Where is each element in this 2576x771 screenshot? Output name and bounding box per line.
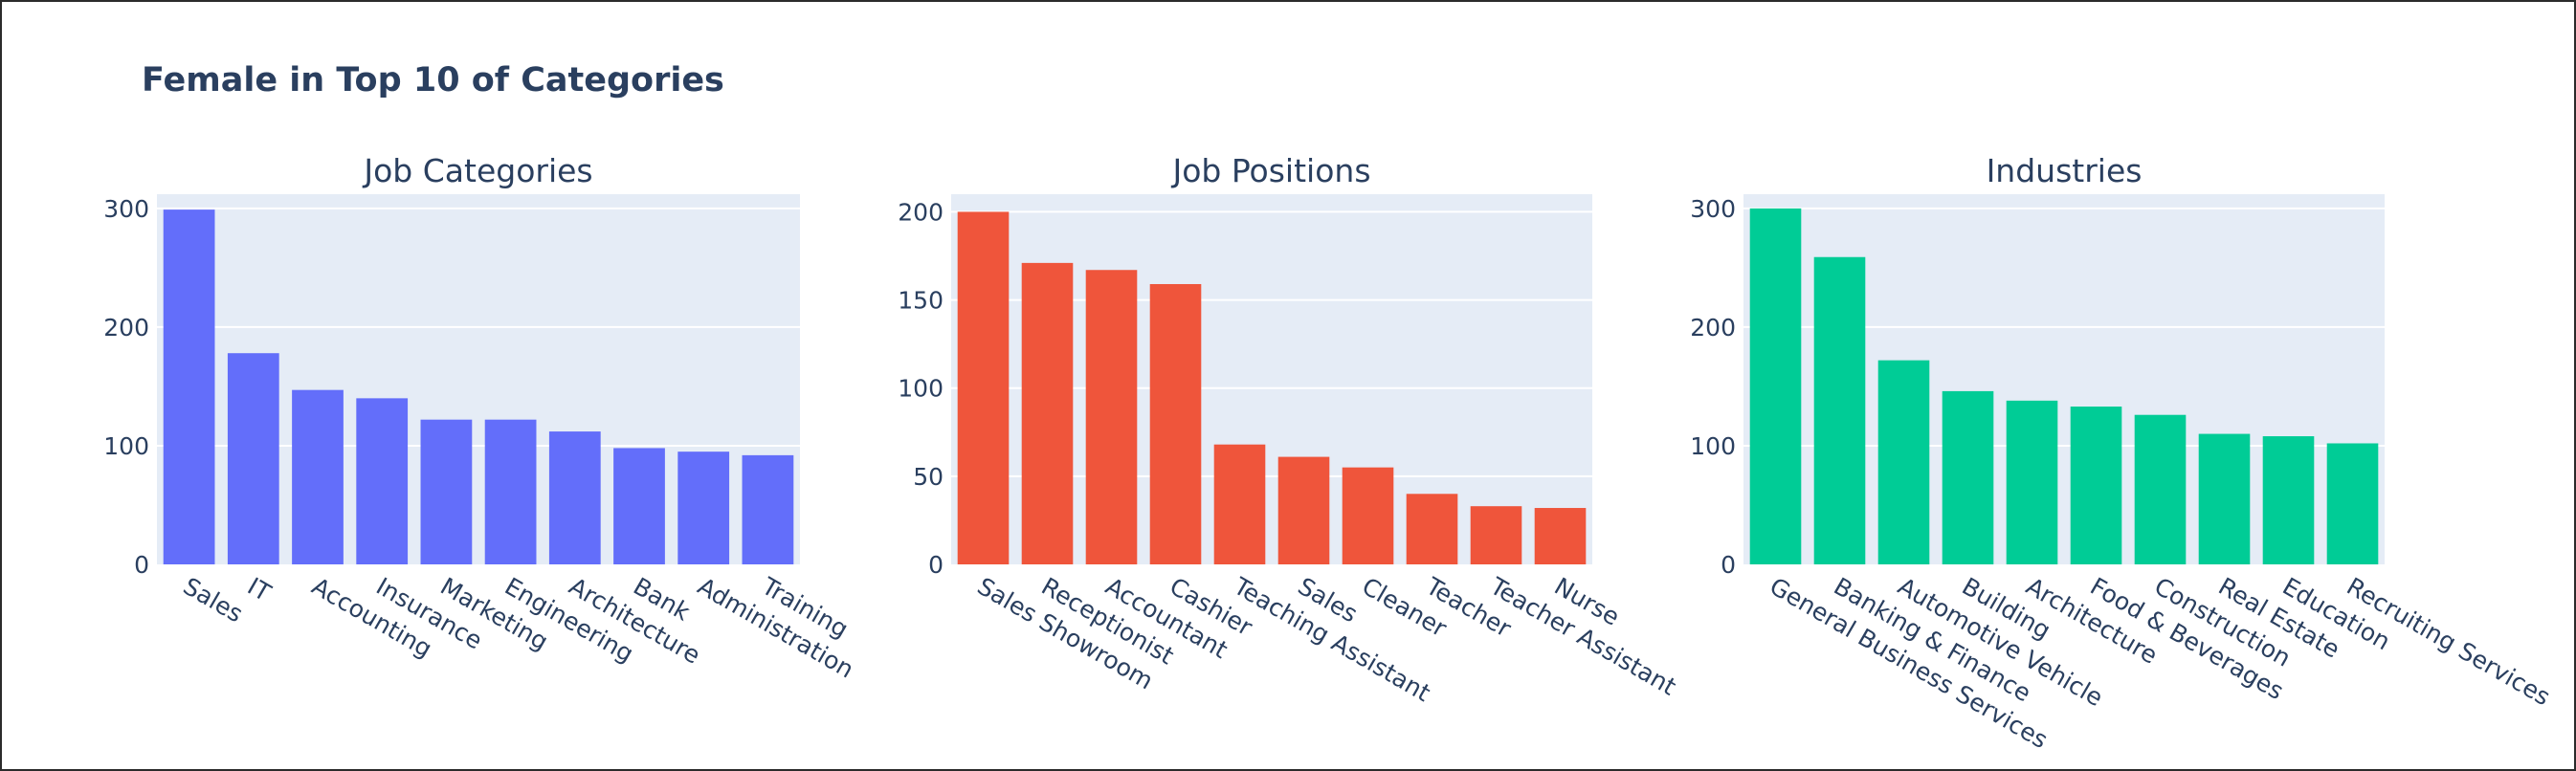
job-positions-ytick-label: 200 xyxy=(898,198,944,226)
job-positions-ytick-label: 50 xyxy=(913,463,944,491)
industries-bar-automotive-vehicle xyxy=(1877,360,1930,564)
industries-ytick-label: 300 xyxy=(1690,195,1736,223)
industries-bar-education xyxy=(2262,436,2315,564)
job-positions-subplot-title: Job Positions xyxy=(1170,152,1370,189)
job-categories-bar-administration xyxy=(677,452,730,564)
job-positions-bar-nurse xyxy=(1534,508,1587,564)
job-categories-ytick-label: 200 xyxy=(103,314,149,341)
job-categories-xtick-label: IT xyxy=(243,572,277,607)
job-categories-bar-it xyxy=(227,353,279,564)
job-positions-bar-sales-showroom xyxy=(957,211,1010,564)
job-positions-ytick-label: 0 xyxy=(928,551,944,579)
industries-ytick-label: 200 xyxy=(1690,314,1736,341)
job-positions-bar-accountant xyxy=(1085,270,1138,564)
industries-bar-recruiting-services xyxy=(2326,443,2379,564)
job-positions-bar-sales xyxy=(1277,456,1330,564)
job-categories-ytick-label: 100 xyxy=(103,432,149,460)
job-categories-bar-architecture xyxy=(548,431,601,564)
job-positions-bar-teaching-assistant xyxy=(1213,444,1266,564)
figure-title: Female in Top 10 of Categories xyxy=(142,61,724,99)
job-categories-bar-marketing xyxy=(420,419,473,564)
industries-bar-real-estate xyxy=(2198,433,2251,564)
job-positions-bar-teacher xyxy=(1406,494,1458,564)
job-categories-xtick-label: Sales xyxy=(179,572,248,628)
job-categories-bar-training xyxy=(742,454,794,564)
industries-bar-architecture xyxy=(2006,400,2058,564)
job-positions-bar-receptionist xyxy=(1021,262,1074,564)
industries-bar-construction xyxy=(2134,414,2187,564)
job-categories-ytick-label: 0 xyxy=(134,551,149,579)
job-categories-ytick-label: 300 xyxy=(103,195,149,223)
industries-bar-building xyxy=(1942,390,1994,564)
job-positions-ytick-label: 100 xyxy=(898,375,944,403)
industries-ytick-label: 0 xyxy=(1721,551,1736,579)
job-categories-bar-engineering xyxy=(484,419,537,564)
industries-ytick-label: 100 xyxy=(1690,432,1736,460)
industries-bar-food-beverages xyxy=(2070,407,2122,564)
job-categories-bar-sales xyxy=(163,209,215,564)
industries-bar-banking-finance xyxy=(1813,256,1866,564)
job-positions-bar-cashier xyxy=(1149,283,1202,564)
job-categories-bar-accounting xyxy=(292,389,344,564)
job-categories-bar-bank xyxy=(613,448,665,564)
job-categories-bar-insurance xyxy=(356,398,409,564)
job-positions-ytick-label: 150 xyxy=(898,287,944,315)
job-positions-bar-teacher-assistant xyxy=(1470,506,1522,564)
industries-subplot-title: Industries xyxy=(1987,152,2143,189)
industries-bar-general-business-services xyxy=(1749,208,1802,564)
job-categories-subplot-title: Job Categories xyxy=(362,152,592,189)
job-positions-bar-cleaner xyxy=(1342,467,1394,564)
